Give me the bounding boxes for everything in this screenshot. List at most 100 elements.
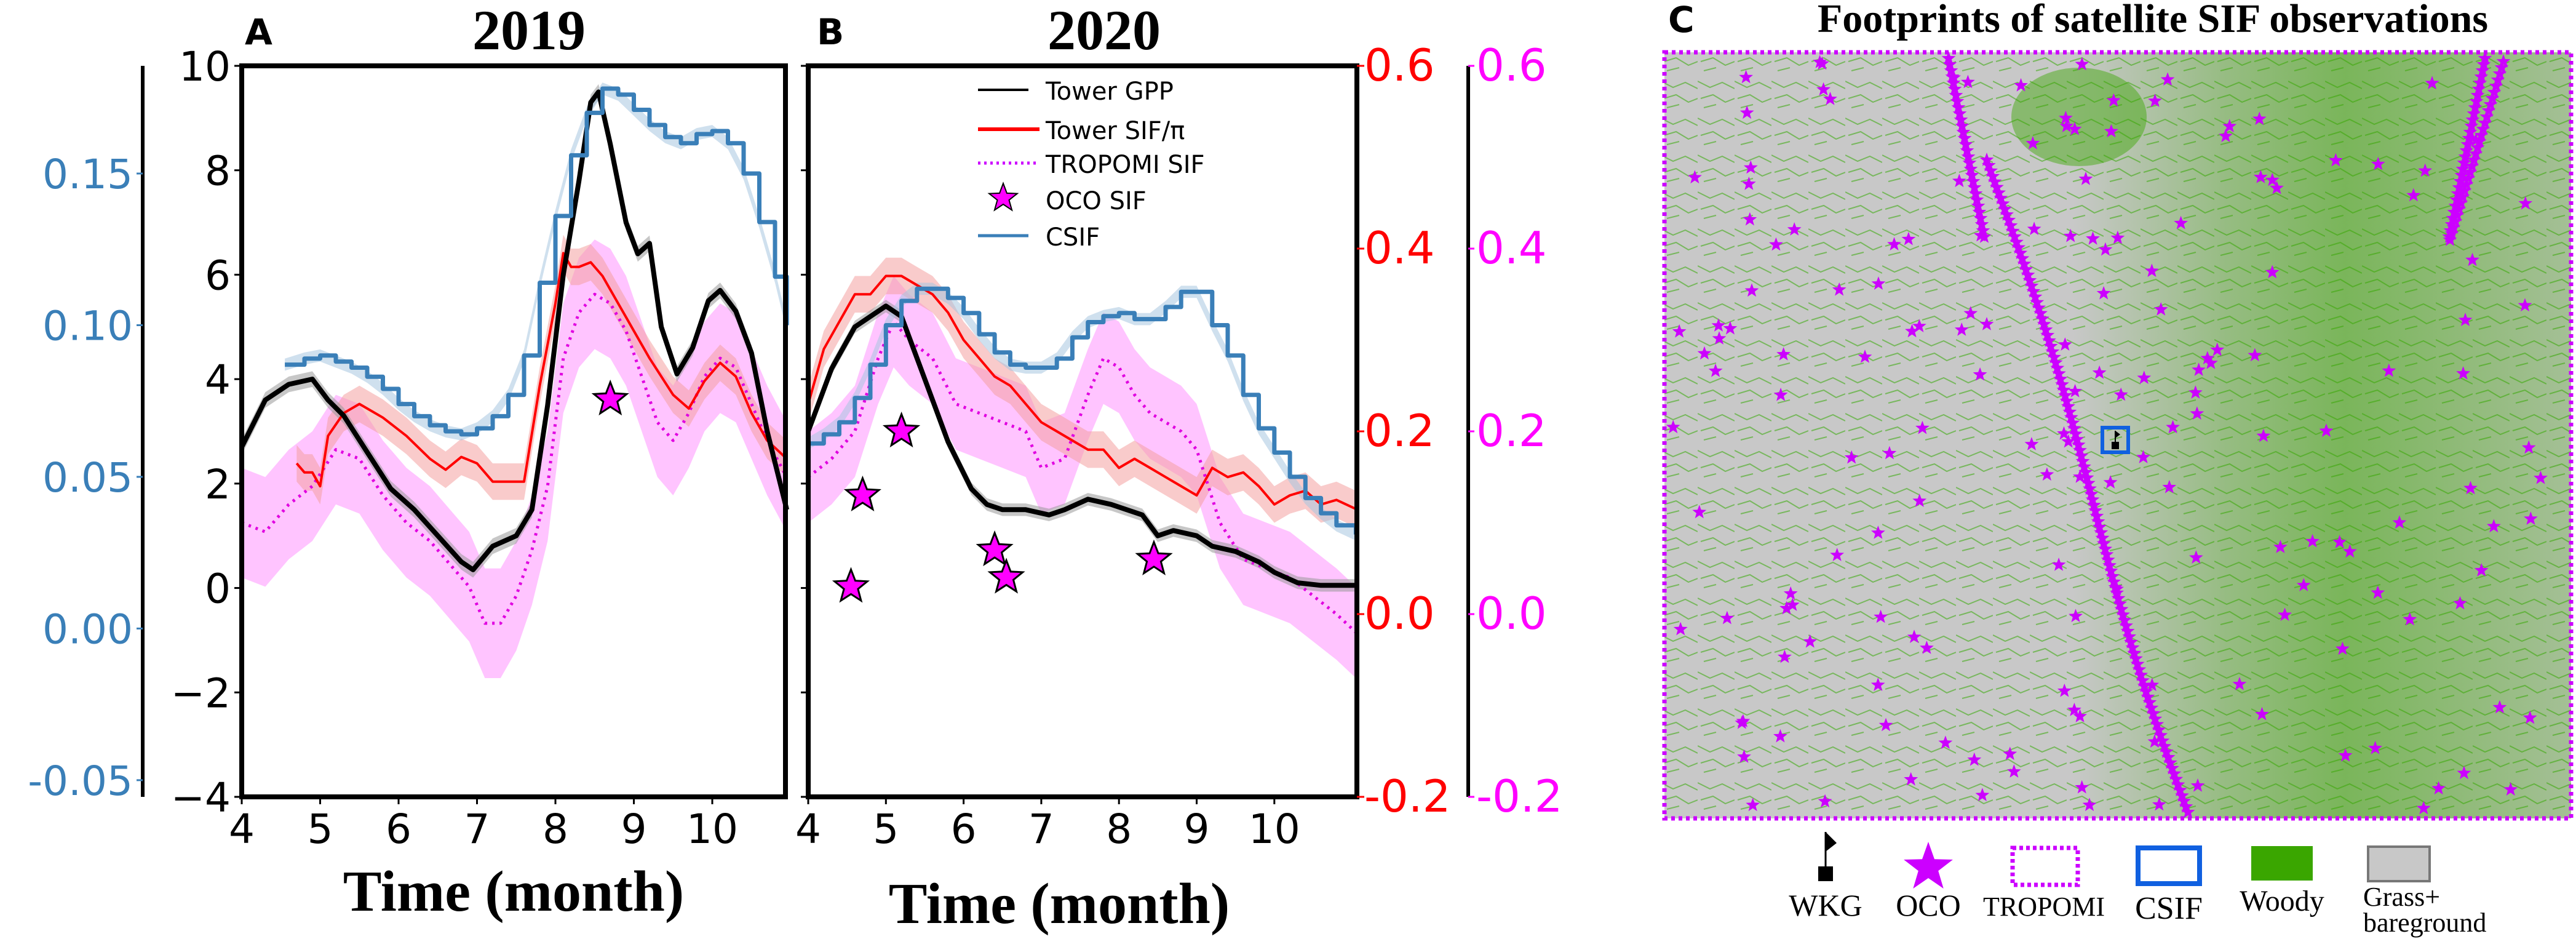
oco-footprint-star xyxy=(2492,700,2507,714)
oco-footprint-star xyxy=(1947,82,1962,95)
csif-tick-label: 0.00 xyxy=(42,605,133,653)
oco-footprint-star xyxy=(2092,365,2107,379)
oco-footprint-star xyxy=(1971,199,1986,212)
oco-footprint-star xyxy=(1905,324,1919,338)
oco-footprint-star xyxy=(2492,66,2507,80)
oco-footprint-star xyxy=(2153,728,2168,741)
oco-footprint-star xyxy=(2059,119,2074,132)
oco-footprint-star xyxy=(1963,162,1978,175)
oco-footprint-star xyxy=(2534,471,2548,484)
legend-item-tropomi: TROPOMI SIF xyxy=(978,151,1205,179)
oco-footprint-star xyxy=(2073,709,2087,722)
oco-footprint-star xyxy=(2003,746,2017,761)
oco-footprint-star xyxy=(2065,415,2080,430)
oco-footprint-star xyxy=(2069,609,2083,623)
oco-footprint-star xyxy=(2145,263,2159,278)
oco-footprint-star xyxy=(2474,563,2489,577)
oco-footprint-star xyxy=(2253,170,2268,183)
panel-b-xlabel: Time (month) xyxy=(889,872,1230,936)
wkg-tower-marker xyxy=(2112,431,2120,449)
oco-footprint-star xyxy=(2078,465,2093,479)
oco-footprint-star xyxy=(1737,749,1751,763)
oco-footprint-star xyxy=(2465,159,2479,172)
oco-footprint-star xyxy=(2462,131,2476,145)
x-tick-label: 4 xyxy=(795,805,821,853)
oco-footprint-star xyxy=(2145,677,2160,692)
oco-footprint-star xyxy=(2015,251,2030,265)
oco-footprint-star xyxy=(2483,97,2498,111)
oco-footprint-star xyxy=(2491,73,2505,86)
oco-footprint-star xyxy=(2086,231,2100,245)
oco-footprint-star xyxy=(2067,122,2082,135)
flag-icon-pennant xyxy=(1826,832,1837,852)
oco-footprint-star xyxy=(2453,596,2467,610)
oco-footprint-star xyxy=(2265,265,2280,279)
oco-footprint-star xyxy=(2059,393,2074,407)
oco-footprint-star xyxy=(2173,783,2187,797)
oco-footprint-star xyxy=(2157,739,2172,753)
sif-red-tick-label: -0.2 xyxy=(1364,770,1450,822)
oco-footprint-star xyxy=(2458,313,2473,326)
oco-footprint-star xyxy=(1947,70,1961,84)
oco-footprint-star xyxy=(2105,569,2120,583)
oco-footprint-star xyxy=(1803,634,1818,648)
legend-label: OCO xyxy=(1896,888,1961,922)
panel-a-lines xyxy=(239,86,789,625)
csif-tick-label: 0.15 xyxy=(42,151,133,198)
oco-footprint-star xyxy=(2148,94,2162,107)
oco-footprint-star xyxy=(2305,533,2320,548)
legend-label: OCO SIF xyxy=(1046,187,1147,215)
oco-footprint-star xyxy=(1987,174,2002,188)
oco-sif-point xyxy=(591,379,629,416)
oco-footprint-star xyxy=(1994,191,2008,205)
oco-footprint-star xyxy=(2468,146,2483,160)
oco-footprint-star xyxy=(1976,223,1990,237)
oco-footprint-star xyxy=(2446,211,2460,225)
oco-footprint-star xyxy=(2042,333,2056,347)
oco-footprint-star xyxy=(2028,289,2043,303)
oco-footprint-star xyxy=(2200,351,2215,365)
series-line-tower-gpp xyxy=(806,303,1356,588)
oco-footprint-star xyxy=(2040,328,2055,342)
oco-footprint-star xyxy=(2142,695,2157,709)
panel-b-oco-points xyxy=(832,411,1173,603)
csif-tick-label: 0.05 xyxy=(42,454,133,501)
oco-footprint-star xyxy=(2467,106,2481,120)
oco-footprint-star xyxy=(2052,366,2066,380)
oco-footprint-star xyxy=(2035,311,2049,325)
oco-footprint-star xyxy=(1949,88,1963,102)
oco-footprint-star xyxy=(1973,211,1988,225)
panel-a-oco-points xyxy=(591,379,629,416)
sif-magenta-axis-ticks: 0.6 0.4 0.2 0.0 -0.2 xyxy=(1468,39,1562,822)
oco-footprint-star xyxy=(1973,228,1988,242)
oco-footprint-star xyxy=(2161,749,2176,764)
oco-footprint-star xyxy=(2222,119,2237,133)
oco-footprint-star xyxy=(2057,683,2072,697)
oco-footprint-star xyxy=(2011,240,2025,254)
oco-footprint-star xyxy=(2425,76,2439,89)
oco-footprint-star xyxy=(2085,492,2100,506)
oco-sif-point xyxy=(832,567,870,603)
sif-red-tick-label: 0.2 xyxy=(1364,405,1435,457)
panel-b-label: B xyxy=(817,11,844,53)
oco-footprint-star xyxy=(2319,423,2334,438)
oco-footprint-star xyxy=(1951,100,1966,114)
oco-sif-point xyxy=(1135,539,1173,575)
oco-footprint-star xyxy=(1970,193,1984,206)
oco-footprint-star xyxy=(2027,222,2041,235)
panel-a-xticks: 4 5 6 7 8 9 10 xyxy=(229,797,738,853)
panel-b-yticks xyxy=(801,65,808,798)
x-tick-label: 5 xyxy=(873,805,899,853)
panel-b-title: 2020 xyxy=(1047,0,1161,62)
oco-footprint-star xyxy=(2167,766,2182,780)
oco-footprint-star xyxy=(2403,612,2417,626)
oco-footprint-star xyxy=(1882,446,1897,460)
oco-footprint-star xyxy=(2030,295,2045,309)
panel-a-title: 2019 xyxy=(472,0,586,62)
x-tick-label: 8 xyxy=(1106,805,1132,853)
series-line-tower-sif- xyxy=(807,274,1357,511)
oco-footprint-star xyxy=(1979,153,1994,166)
oco-footprint-star xyxy=(2005,223,2020,238)
oco-footprint-star xyxy=(2487,85,2502,98)
oco-footprint-star xyxy=(2521,440,2536,454)
